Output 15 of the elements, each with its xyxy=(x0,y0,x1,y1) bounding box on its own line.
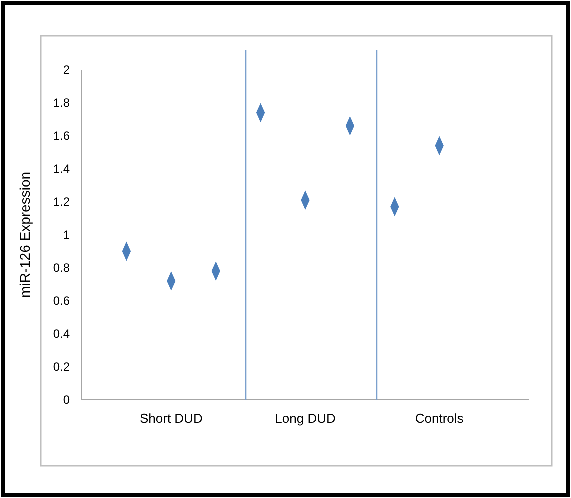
x-tick-label: Controls xyxy=(415,411,464,426)
y-tick-label: 1.6 xyxy=(53,128,70,143)
y-tick-label: 1.4 xyxy=(53,162,70,176)
x-tick-label: Short DUD xyxy=(140,411,203,426)
y-tick-label: 2 xyxy=(63,62,70,77)
y-tick-label: 0.6 xyxy=(53,294,70,308)
x-tick-label: Long DUD xyxy=(275,411,336,426)
y-tick-label: 0.8 xyxy=(53,260,70,275)
y-tick-label: 1.2 xyxy=(53,194,70,209)
y-tick-label: 0.4 xyxy=(53,326,70,341)
y-tick-label: 1 xyxy=(63,228,70,242)
y-axis-title: miR-126 Expression xyxy=(17,172,33,298)
y-tick-label: 0.2 xyxy=(53,360,70,374)
y-tick-label: 1.8 xyxy=(53,96,70,110)
y-tick-label: 0 xyxy=(63,392,70,407)
